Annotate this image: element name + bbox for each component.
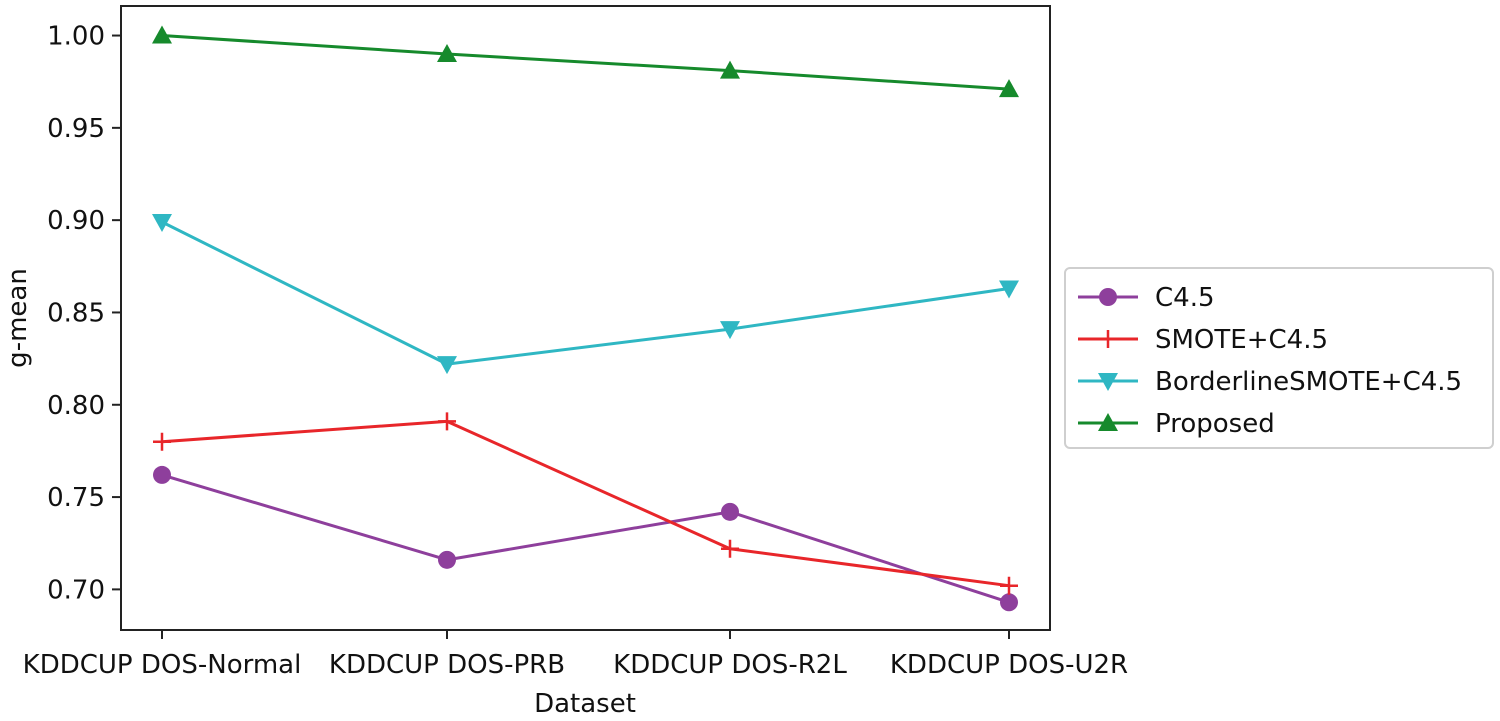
series-borderlinesmote-c4-5: [152, 214, 1019, 375]
data-point: [153, 432, 171, 451]
series-group: [152, 25, 1019, 612]
legend-label: C4.5: [1155, 283, 1215, 313]
legend-item-smote-c4-5: SMOTE+C4.5: [1078, 325, 1328, 355]
data-point: [720, 60, 740, 79]
legend-label: Proposed: [1155, 409, 1275, 439]
plot-area: [120, 5, 1051, 631]
y-tick-label: 0.75: [47, 483, 105, 513]
series-line: [161, 34, 1010, 91]
legend-label: SMOTE+C4.5: [1155, 325, 1328, 355]
y-axis-title: g-mean: [3, 268, 33, 368]
data-point: [437, 44, 457, 62]
legend: C4.5 SMOTE+C4.5 BorderlineSMOTE+C4.5 Propos…: [1064, 267, 1494, 449]
data-point: [999, 79, 1019, 98]
data-point: [152, 25, 172, 44]
series-smote-c4-5: [153, 412, 1018, 595]
data-point: [152, 214, 172, 232]
data-point: [438, 412, 456, 431]
legend-marker: [1098, 413, 1118, 431]
legend-item-proposed: Proposed: [1078, 409, 1275, 439]
series-line: [161, 220, 1010, 366]
legend-marker: [1099, 330, 1117, 348]
data-point: [721, 502, 739, 521]
legend-label: BorderlineSMOTE+C4.5: [1155, 367, 1462, 397]
series-c4-5: [153, 465, 1018, 612]
data-point: [1000, 593, 1018, 612]
series-proposed: [152, 25, 1019, 98]
data-point: [999, 280, 1019, 299]
legend-item-c4-5: C4.5: [1078, 283, 1215, 313]
y-tick-label: 0.95: [47, 114, 105, 144]
data-point: [1000, 576, 1018, 595]
legend-item-borderlinesmote-c4-5: BorderlineSMOTE+C4.5: [1078, 367, 1462, 397]
series-line: [161, 419, 1010, 588]
y-tick-label: 0.80: [47, 391, 105, 421]
y-tick-label: 0.70: [47, 575, 105, 605]
y-tick-label: 0.85: [47, 298, 105, 328]
plot-frame: [120, 5, 1051, 631]
legend-frame: [1064, 267, 1494, 449]
x-axis: KDDCUP DOS-Normal KDDCUP DOS-PRB KDDCUP DO…: [23, 630, 1128, 680]
y-tick-label: 1.00: [47, 22, 105, 52]
data-point: [153, 465, 171, 484]
y-tick-label: 0.90: [47, 206, 105, 236]
legend-marker: [1099, 288, 1117, 306]
x-tick-label: KDDCUP DOS-Normal: [23, 650, 302, 680]
data-point: [721, 539, 739, 558]
data-point: [720, 321, 740, 340]
x-tick-label: KDDCUP DOS-PRB: [329, 650, 565, 680]
series-line: [161, 473, 1010, 604]
data-point: [437, 356, 457, 375]
legend-marker: [1098, 373, 1118, 391]
x-axis-title: Dataset: [534, 689, 636, 719]
x-tick-label: KDDCUP DOS-R2L: [613, 650, 847, 680]
y-axis: 0.70 0.75 0.80 0.85 0.90 0.95 1.00: [47, 22, 121, 605]
data-point: [438, 550, 456, 569]
x-tick-label: KDDCUP DOS-U2R: [890, 650, 1128, 680]
